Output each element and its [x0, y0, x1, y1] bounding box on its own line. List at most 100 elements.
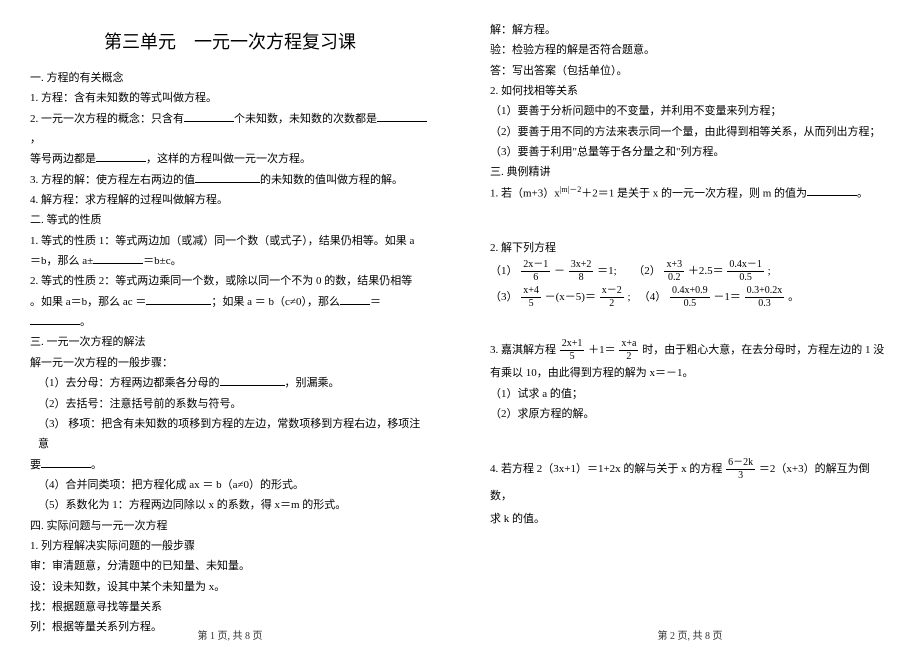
denominator: 5: [560, 351, 585, 362]
spacer: [490, 311, 890, 337]
text: 3. 嘉淇解方程: [490, 344, 556, 356]
text: ＋2.5＝: [688, 265, 724, 277]
r4: 2. 如何找相等关系: [490, 81, 890, 101]
numerator: x－2: [600, 286, 624, 298]
denominator: 2: [619, 351, 638, 362]
denominator: 8: [569, 272, 594, 283]
q4-line2: 求 k 的值。: [490, 509, 890, 529]
text: （1）去分母：方程两边都乘各分母的: [38, 377, 220, 389]
s1-item-2: 2. 一元一次方程的概念：只含有个未知数，未知数的次数都是，: [30, 109, 430, 150]
s3-item-3b: 要。: [30, 455, 430, 475]
text: （3）: [490, 291, 518, 303]
fraction: 3x+28: [569, 260, 594, 283]
s1-item-3: 3. 方程的解：使方程左右两边的值 的未知数的值叫做方程的解。: [30, 170, 430, 190]
text: ;: [768, 265, 771, 277]
numerator: x+4: [521, 286, 541, 298]
text: 。: [80, 316, 91, 328]
text: 。: [788, 291, 799, 303]
fraction: x+30.2: [664, 260, 684, 283]
s3-item-5: （5）系数化为 1：方程两边同除以 x 的系数，得 x＝m 的形式。: [30, 495, 430, 515]
text: 时，由于粗心大意，在去分母时，方程左边的 1 没: [642, 344, 884, 356]
numerator: x+3: [664, 260, 684, 272]
blank: [340, 293, 370, 305]
text: ＋2＝1 是关于 x 的一元一次方程，则 m 的值为: [581, 187, 807, 199]
s2-item-2b: 。如果 a＝b，那么 ac ＝；如果 a ＝ b（c≠0），那么＝。: [30, 292, 430, 333]
text: 3. 方程的解：使方程左右两边的值: [30, 174, 195, 186]
numerator: x+a: [619, 339, 638, 351]
text: （1）: [490, 265, 518, 277]
footer-left: 第 1 页, 共 8 页: [0, 627, 460, 642]
r6: （2）要善于用不同的方法来表示同一个量，由此得到相等关系，从而列出方程；: [490, 122, 890, 142]
section-3-head: 三. 一元一次方程的解法: [30, 332, 430, 352]
text: 个未知数，未知数的次数都是: [234, 113, 377, 125]
blank: [377, 110, 427, 122]
blank: [41, 456, 91, 468]
s3-item-1: （1）去分母：方程两边都乘各分母的，别漏乘。: [30, 373, 430, 393]
q3-line3: （1）试求 a 的值；: [490, 384, 890, 404]
s4-sub: 1. 列方程解决实际问题的一般步骤: [30, 536, 430, 556]
q3-line1: 3. 嘉淇解方程 2x+15 ＋1＝ x+a2 时，由于粗心大意，在去分母时，方…: [490, 337, 890, 363]
fraction: 0.4x－10.5: [727, 260, 764, 283]
denominator: 0.5: [727, 272, 764, 283]
denominator: 2: [600, 298, 624, 309]
page-left: 第三单元 一元一次方程复习课 一. 方程的有关概念 1. 方程：含有未知数的等式…: [0, 0, 460, 650]
numerator: 2x+1: [560, 339, 585, 351]
numerator: 0.3+0.2x: [745, 286, 785, 298]
q3-line2: 有乘以 10，由此得到方程的解为 x＝－1。: [490, 363, 890, 383]
exponent: |m|－2: [560, 185, 581, 194]
s4-a: 审：审清题意，分清题中的已知量、未知量。: [30, 556, 430, 576]
fraction: 0.4x+0.90.5: [670, 286, 710, 309]
blank: [30, 313, 80, 325]
r3: 答：写出答案（包括单位）。: [490, 61, 890, 81]
denominator: 5: [521, 298, 541, 309]
blank: [93, 252, 143, 264]
r1: 解：解方程。: [490, 20, 890, 40]
q2-row1: （1） 2x－16 － 3x+28 ＝1; （2） x+30.2 ＋2.5＝ 0…: [490, 258, 890, 284]
text: （2）: [633, 265, 661, 277]
blank: [807, 184, 857, 196]
blank: [96, 150, 146, 162]
s3-sub: 解一元一次方程的一般步骤：: [30, 353, 430, 373]
text: 的未知数的值叫做方程的解。: [260, 174, 403, 186]
s4-c: 找：根据题意寻找等量关系: [30, 597, 430, 617]
spacer: [490, 204, 890, 238]
text: ＋1＝: [588, 344, 616, 356]
text: 4. 若方程 2（3x+1）＝1+2x 的解与关于 x 的方程: [490, 463, 722, 475]
numerator: 3x+2: [569, 260, 594, 272]
fraction: 2x－16: [521, 260, 550, 283]
document-title: 第三单元 一元一次方程复习课: [30, 28, 430, 54]
text: 。: [91, 459, 102, 471]
text: ，: [30, 133, 41, 145]
page-container: 第三单元 一元一次方程复习课 一. 方程的有关概念 1. 方程：含有未知数的等式…: [0, 0, 920, 650]
text: ;: [627, 291, 630, 303]
text: ＝b±c。: [143, 255, 181, 267]
footer-right: 第 2 页, 共 8 页: [460, 627, 920, 642]
fraction: x－22: [600, 286, 624, 309]
blank: [184, 110, 234, 122]
denominator: 6: [521, 272, 550, 283]
s1-item-4: 4. 解方程：求方程解的过程叫做解方程。: [30, 190, 430, 210]
text: 等号两边都是: [30, 153, 96, 165]
s2-item-2a: 2. 等式的性质 2：等式两边乘同一个数，或除以同一个不为 0 的数，结果仍相等: [30, 271, 430, 291]
fraction: x+45: [521, 286, 541, 309]
section-4-head: 四. 实际问题与一元一次方程: [30, 516, 430, 536]
q1: 1. 若（m+3）x|m|－2＋2＝1 是关于 x 的一元一次方程，则 m 的值…: [490, 183, 890, 204]
fraction: 6－2k3: [726, 458, 755, 481]
numerator: 2x－1: [521, 260, 550, 272]
page-right: 解：解方程。 验：检验方程的解是否符合题意。 答：写出答案（包括单位）。 2. …: [460, 0, 920, 650]
fraction: 0.3+0.2x0.3: [745, 286, 785, 309]
section-5-head: 三. 典例精讲: [490, 162, 890, 182]
section-1-head: 一. 方程的有关概念: [30, 68, 430, 88]
q4-line1: 4. 若方程 2（3x+1）＝1+2x 的解与关于 x 的方程 6－2k3 ＝2…: [490, 456, 890, 509]
text: 1. 若（m+3）x: [490, 187, 560, 199]
s2-item-1a: 1. 等式的性质 1：等式两边加（或减）同一个数（或式子），结果仍相等。如果 a: [30, 231, 430, 251]
text: －1＝: [713, 291, 741, 303]
denominator: 0.3: [745, 298, 785, 309]
text: 要: [30, 459, 41, 471]
blank: [146, 293, 211, 305]
text: ＝1;: [597, 265, 617, 277]
text: ＝: [370, 296, 381, 308]
numerator: 0.4x+0.9: [670, 286, 710, 298]
section-2-head: 二. 等式的性质: [30, 210, 430, 230]
text: ＝b，那么 a±: [30, 255, 93, 267]
